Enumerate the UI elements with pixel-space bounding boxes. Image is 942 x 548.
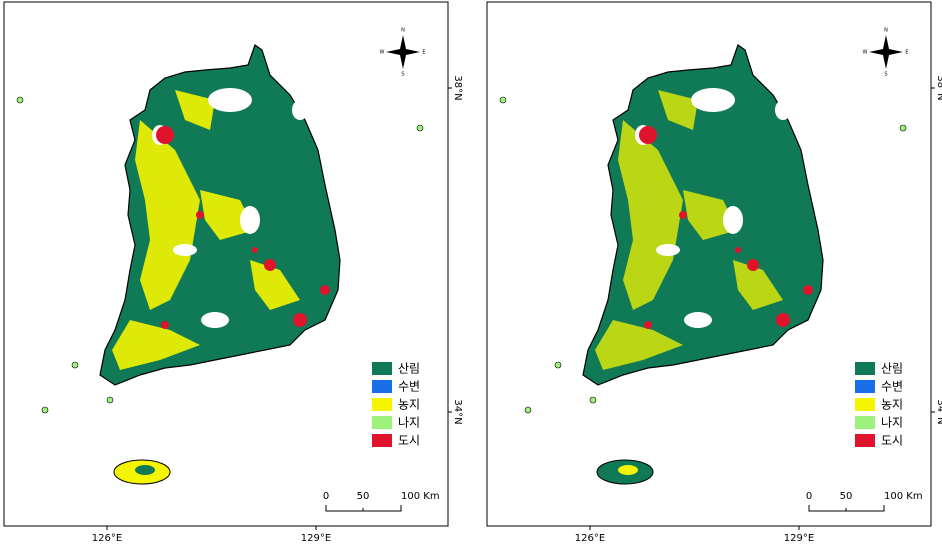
urban [639, 126, 657, 144]
urban [320, 285, 330, 295]
urban [644, 321, 652, 329]
jeju-center [135, 465, 155, 475]
legend-label: 산림 [881, 362, 903, 376]
map-figure: N E S W 산림수변농지나지도시 0 50 100 Km 126°E 129°E 38°N 34°… [0, 0, 942, 548]
urban [264, 259, 276, 271]
compass-letter: N [884, 28, 888, 34]
urban [156, 126, 174, 144]
compass-letter: N [401, 28, 405, 34]
urban [679, 211, 687, 219]
bare-patch [208, 88, 252, 112]
island [42, 407, 48, 413]
island [72, 362, 78, 368]
island [107, 397, 113, 403]
compass-letter: S [884, 72, 887, 78]
legend-label: 수변 [881, 380, 903, 394]
compass-letter: S [401, 72, 404, 78]
urban [735, 247, 741, 253]
y-label: 38°N [452, 75, 463, 100]
legend-label: 산림 [398, 362, 420, 376]
y-label: 34°N [452, 399, 463, 424]
urban [747, 259, 759, 271]
legend-swatch [855, 362, 875, 375]
x-label: 126°E [92, 533, 122, 544]
y-label: 38°N [935, 75, 942, 100]
urban [803, 285, 813, 295]
island [500, 97, 506, 103]
legend-label: 나지 [398, 416, 420, 430]
bare-patch [240, 206, 260, 234]
bare-patch [775, 100, 791, 120]
urban [161, 321, 169, 329]
scale-label: 50 [840, 491, 853, 502]
legend-swatch [372, 398, 392, 411]
bare-patch [173, 244, 197, 256]
island [900, 125, 906, 131]
island [17, 97, 23, 103]
bare-patch [691, 88, 735, 112]
bare-patch [656, 244, 680, 256]
legend-label: 도시 [881, 434, 903, 448]
compass-letter: W [863, 50, 868, 56]
compass-letter: E [422, 50, 425, 56]
x-label: 126°E [575, 533, 605, 544]
compass-letter: W [380, 50, 385, 56]
legend-swatch [855, 434, 875, 447]
island [590, 397, 596, 403]
island [525, 407, 531, 413]
island [417, 125, 423, 131]
island [555, 362, 561, 368]
legend-swatch [372, 362, 392, 375]
legend-label: 수변 [398, 380, 420, 394]
bare-patch [292, 100, 308, 120]
scale-label: 0 [806, 491, 812, 502]
scale-label: 100 Km [401, 491, 440, 502]
legend-swatch [372, 416, 392, 429]
scale-label: 50 [357, 491, 370, 502]
urban [252, 247, 258, 253]
urban [196, 211, 204, 219]
scale-label: 0 [323, 491, 329, 502]
scale-label: 100 Km [884, 491, 923, 502]
bare-patch [684, 312, 712, 328]
urban [293, 313, 307, 327]
legend-swatch [855, 416, 875, 429]
urban [776, 313, 790, 327]
bare-patch [201, 312, 229, 328]
legend-swatch [855, 398, 875, 411]
legend-label: 농지 [881, 398, 903, 412]
compass-letter: E [905, 50, 908, 56]
x-label: 129°E [784, 533, 814, 544]
legend-label: 농지 [398, 398, 420, 412]
legend-label: 도시 [398, 434, 420, 448]
legend-swatch [855, 380, 875, 393]
legend-swatch [372, 434, 392, 447]
jeju-center [618, 465, 638, 475]
bare-patch [723, 206, 743, 234]
legend-swatch [372, 380, 392, 393]
x-label: 129°E [301, 533, 331, 544]
y-label: 34°N [935, 399, 942, 424]
legend-label: 나지 [881, 416, 903, 430]
